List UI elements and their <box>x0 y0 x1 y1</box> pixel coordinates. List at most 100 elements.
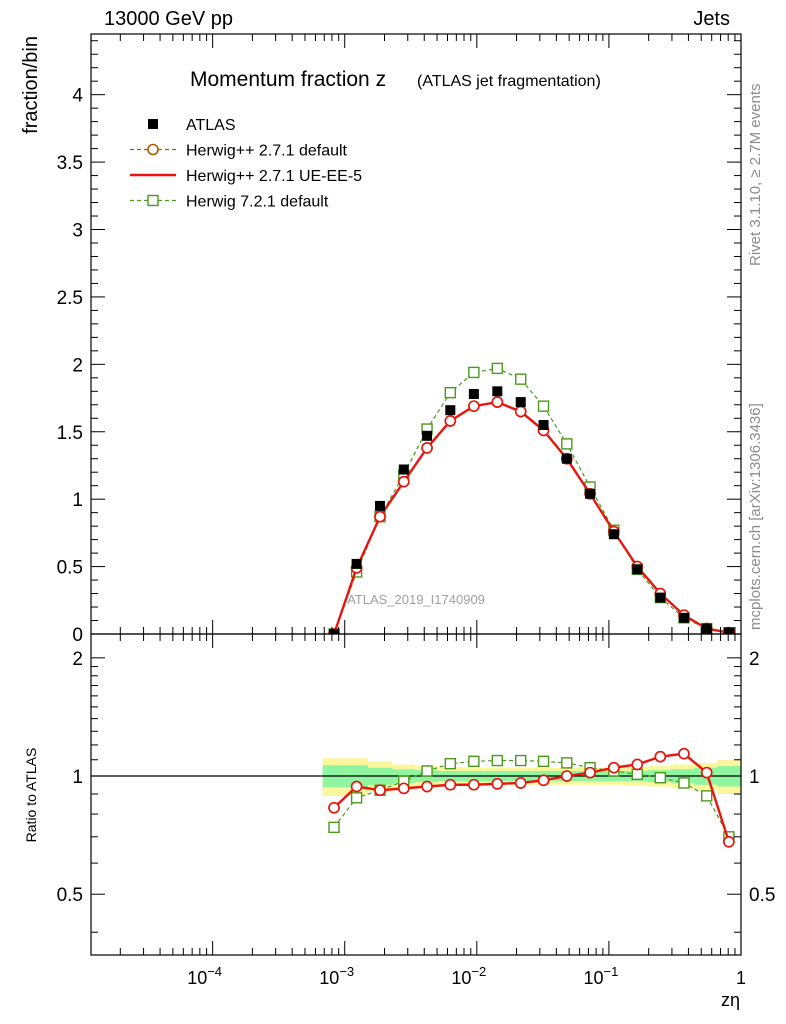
series-marker-square <box>537 755 550 768</box>
series-marker-circle <box>374 510 386 523</box>
data-point <box>632 564 643 575</box>
series-marker-square <box>631 768 643 781</box>
series-marker-square <box>654 772 667 784</box>
data-point <box>678 612 689 623</box>
series-marker-circle <box>561 770 573 782</box>
series-line <box>333 367 730 634</box>
y-ratio-tick-label-left: 1 <box>72 767 83 788</box>
series-marker-circle <box>397 782 410 795</box>
data-point <box>538 420 549 431</box>
analysis-id-label: ATLAS_2019_I1740909 <box>347 592 485 607</box>
series-marker-square <box>468 366 480 379</box>
series-marker-square <box>491 754 504 767</box>
series-marker-circle <box>468 400 480 412</box>
y-top-tick-label: 2.5 <box>57 288 83 309</box>
ticks-layer: 10−4 10−3 10−2 10−1 1 0 0.5 1 1.5 2 2.5 3 3.5 4 0.5 0.5… <box>57 34 775 988</box>
series-marker-square <box>561 757 573 769</box>
series-marker-circle <box>700 766 713 779</box>
series-marker-circle <box>537 774 550 787</box>
series-marker-square <box>328 821 340 834</box>
y-top-tick-label: 1 <box>72 490 83 511</box>
series-marker-circle <box>491 396 504 408</box>
series-marker-square <box>491 362 504 375</box>
series-marker-circle <box>723 835 735 848</box>
header-collision-label: 13000 GeV pp <box>104 8 233 30</box>
legend-label: Herwig++ 2.7.1 UE-EE-5 <box>186 168 362 185</box>
legend-marker-circle <box>147 143 159 156</box>
series-marker-square <box>350 792 363 804</box>
y-axis-label-top: fraction/bin <box>20 36 42 134</box>
legend: ATLAS Herwig++ 2.7.1 default Herwig++ 2.7.… <box>130 117 362 211</box>
y-top-tick-label: 0 <box>72 625 83 646</box>
data-point <box>561 453 572 464</box>
series-marker-square <box>678 777 690 789</box>
series-marker-circle <box>397 475 410 488</box>
x-tick-label: 1 <box>736 968 746 988</box>
data-point <box>608 529 619 540</box>
header-category-label: Jets <box>693 8 730 30</box>
x-tick-label: 10−3 <box>319 964 354 988</box>
mcplots-credit-label: mcplots.cern.ch [arXiv:1306.3436] <box>747 403 764 630</box>
legend-entry: Herwig++ 2.7.1 UE-EE-5 <box>130 168 362 185</box>
series-marker-square <box>421 765 433 777</box>
data-point <box>329 629 340 634</box>
series-marker-circle <box>584 766 596 779</box>
series-marker-circle <box>514 777 527 789</box>
y-top-tick-label: 0.5 <box>57 558 83 579</box>
data-point <box>468 389 479 399</box>
legend-label: Herwig++ 2.7.1 default <box>186 143 348 160</box>
x-axis-label: zη <box>721 990 740 1010</box>
y-top-tick-label: 3 <box>72 221 83 242</box>
data-point <box>351 558 362 569</box>
series-marker-circle <box>678 747 690 760</box>
y-ratio-tick-label-right: 1 <box>749 767 760 788</box>
series-marker-circle <box>491 778 504 790</box>
series-marker-square <box>515 754 527 767</box>
series-marker-square <box>444 757 457 770</box>
y-top-tick-label: 1.5 <box>57 423 83 444</box>
x-tick-label: 10−4 <box>187 964 222 988</box>
series-layer <box>328 362 735 848</box>
ratio-series-herwig-2-7-1-ue-ee-5 <box>328 747 735 848</box>
y-ratio-tick-label-left: 0.5 <box>57 885 83 906</box>
y-top-tick-label: 4 <box>72 86 83 107</box>
y-axis-label-ratio: Ratio to ATLAS <box>23 748 39 843</box>
ratio-series-herwig-7-2-1-default <box>328 754 735 843</box>
legend-entry: Herwig++ 2.7.1 default <box>130 143 348 160</box>
series-marker-circle <box>374 784 386 797</box>
rivet-version-label: Rivet 3.1.10, ≥ 2.7M events <box>747 83 764 267</box>
series-marker-circle <box>444 415 457 427</box>
legend-entry: Herwig 7.2.1 default <box>130 194 329 211</box>
data-point <box>375 500 386 511</box>
series-marker-circle <box>514 405 527 418</box>
x-tick-label: 10−2 <box>451 964 486 988</box>
chart-title-main: Momentum fraction z <box>190 68 386 91</box>
series-marker-square <box>515 373 527 385</box>
legend-marker-square <box>147 194 159 207</box>
ratio-panel-frame <box>90 633 742 956</box>
axes-layer <box>90 33 742 956</box>
y-ratio-tick-label-right: 2 <box>749 649 760 670</box>
series-marker-circle <box>421 780 433 793</box>
series-marker-circle <box>328 801 340 814</box>
y-top-tick-label: 3.5 <box>57 153 83 174</box>
series-marker-square <box>561 438 573 450</box>
data-point <box>585 488 596 499</box>
top-series-atlas <box>329 386 734 634</box>
y-top-tick-label: 2 <box>72 355 83 376</box>
x-tick-label: 10−1 <box>583 964 618 988</box>
data-point <box>723 627 734 634</box>
data-point <box>701 623 712 634</box>
legend-entry: ATLAS <box>148 117 236 134</box>
series-marker-square <box>537 400 550 412</box>
data-point <box>422 430 433 441</box>
chart-title-sub: (ATLAS jet fragmentation) <box>417 73 601 90</box>
y-ratio-tick-label-left: 2 <box>72 649 83 670</box>
series-marker-circle <box>350 780 363 793</box>
data-point <box>492 386 503 397</box>
data-point <box>655 592 666 603</box>
data-point <box>398 464 409 475</box>
legend-label: ATLAS <box>186 117 236 134</box>
series-marker-square <box>444 386 457 399</box>
